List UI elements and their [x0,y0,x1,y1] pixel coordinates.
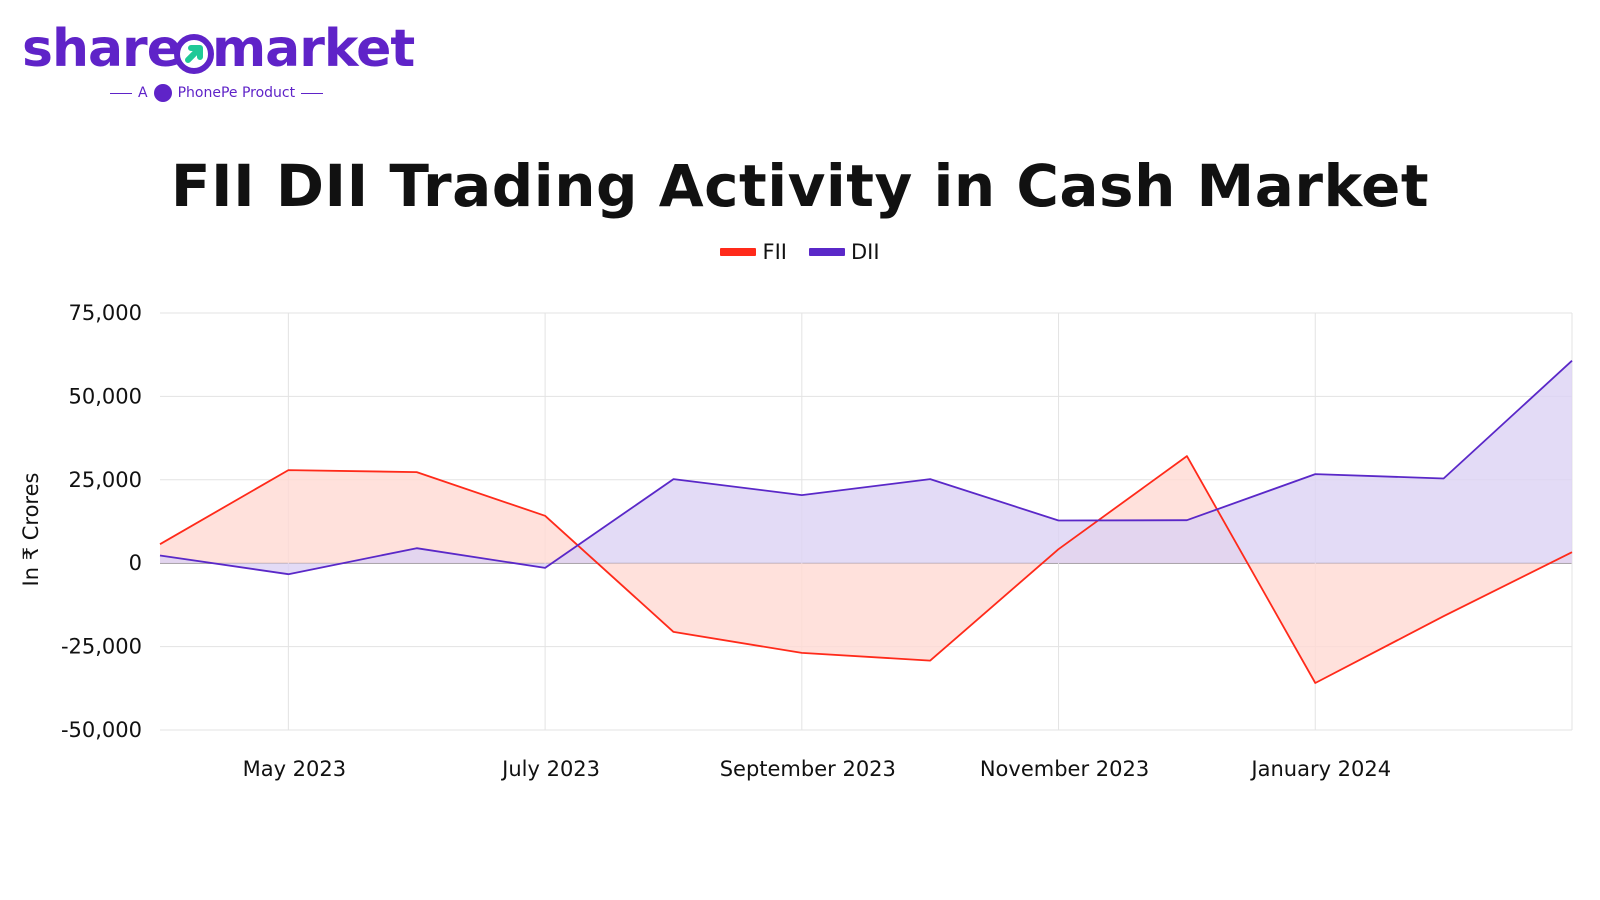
legend-item-dii[interactable]: DII [808,240,880,264]
legend-swatch [808,248,845,256]
logo-text-share: share [22,19,182,79]
logo-text-market: market [212,19,415,79]
tagline-rule-right [301,92,324,94]
logo-tagline: A PhonePe Product [110,84,340,102]
x-tick-label: May 2023 [243,757,347,781]
tagline-product: PhonePe Product [177,85,296,101]
y-tick-label: 75,000 [69,301,142,325]
series-line-dii [159,360,1573,576]
tagline-prefix: A [138,85,148,101]
y-axis-title: In ₹ Crores [19,473,43,587]
chart-title: FII DII Trading Activity in Cash Market [170,152,1430,220]
y-tick-label: 25,000 [69,468,142,492]
x-tick-label: January 2024 [1249,757,1391,781]
legend-label: DII [850,240,880,264]
legend-item-fii[interactable]: FII [720,240,787,264]
series-area-dii [160,360,1572,575]
x-tick-label: November 2023 [980,757,1149,781]
tagline-rule-left [110,92,132,94]
series-line-fii [159,455,1573,684]
y-tick-label: 0 [129,551,142,575]
phonepe-icon [153,84,172,102]
y-tick-label: -50,000 [61,718,142,742]
legend-label: FII [762,240,787,264]
brand-logo: share market A PhonePe Product [22,14,422,104]
chart-legend: FII DII [0,240,1600,264]
legend-swatch [720,248,757,256]
y-tick-label: 50,000 [69,384,142,408]
x-tick-label: July 2023 [500,757,600,781]
x-tick-label: September 2023 [720,757,896,781]
logo-arrow-icon [174,34,214,74]
y-tick-label: -25,000 [61,635,142,659]
